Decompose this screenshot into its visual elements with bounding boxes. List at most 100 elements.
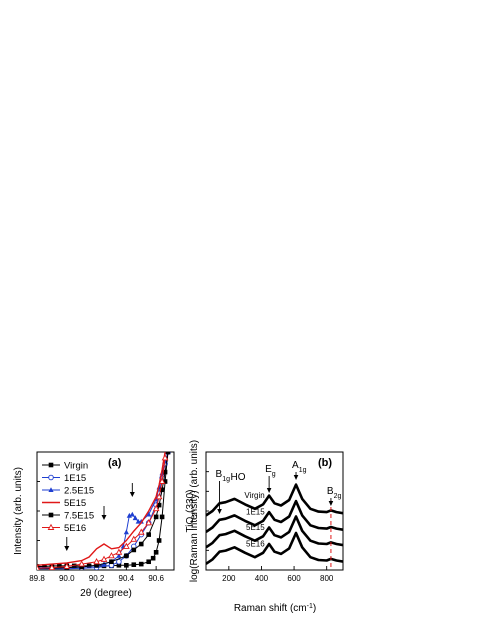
panel-a-point — [156, 502, 162, 508]
panel-a-point — [138, 561, 144, 567]
panel-a-point — [115, 548, 123, 555]
panel-b-series-5E15 — [206, 515, 343, 549]
panel-a-x-tick-label: 90.4 — [119, 574, 135, 583]
panel-a-series-line — [37, 452, 166, 566]
panel-b-peak-label: HO — [231, 472, 246, 483]
panel-a-arrow-head — [101, 515, 107, 520]
panel-a-label: (a) — [108, 457, 122, 469]
panel-a-point — [138, 518, 144, 524]
panel-a-series-line — [37, 452, 169, 569]
panel-a-point — [57, 563, 62, 569]
panel-b-series-group: Virgin 1E15 5E15 5E16 — [206, 483, 343, 565]
panel-b-series-label: 5E16 — [246, 539, 265, 548]
panel-b-peak-arrow-head — [293, 475, 299, 480]
panel-a-point — [153, 550, 159, 555]
panel-a-point — [161, 454, 169, 461]
panel-b-label: (b) — [318, 457, 332, 469]
panel-b-series-Virgin — [206, 483, 343, 517]
panel-a-legend-label: 2.5E15 — [64, 486, 94, 497]
panel-b-xlabel: Raman shift (cm-1) — [234, 603, 316, 615]
panel-b-peak-label-base: E — [265, 464, 272, 475]
panel-b-xlabel-sup: -1 — [307, 603, 313, 610]
panel-a-point — [159, 487, 165, 493]
panel-a-legend-marker — [48, 462, 54, 468]
panel-a-series-line — [37, 452, 169, 567]
panel-a-point — [137, 528, 145, 535]
panel-a-xlabel-prefix: 2 — [80, 588, 86, 599]
panel-b-ylabel: log(Raman intensity) (arb. units) — [189, 440, 200, 582]
panel-a-point — [131, 547, 137, 553]
panel-a-peak-label: TiO2(330) — [185, 489, 199, 532]
panel-b-spectrum-line — [206, 499, 343, 533]
panel-b-xlabel-prefix: Raman shift (cm — [234, 603, 307, 614]
panel-a-point — [48, 563, 56, 570]
panel-a-series-7.5E15 — [37, 452, 171, 570]
panel-a-peak-label-rest: (330) — [185, 489, 196, 512]
panel-b-peak-label-base: A — [292, 460, 299, 471]
panel-a-chart: 89.8 90.0 90.2 90.4 90.6 Virgin1E152.5E155E1… — [13, 451, 199, 599]
panel-a-point — [78, 560, 86, 567]
panel-b-peak-arrow-head — [217, 509, 222, 514]
panel-a-legend-label: 1E15 — [64, 473, 86, 484]
panel-a-point — [122, 542, 130, 549]
panel-a-point — [129, 511, 135, 517]
panel-a-x-tick-label: 90.6 — [148, 574, 164, 583]
panel-a-point — [146, 532, 151, 537]
panel-a-point — [109, 559, 114, 565]
panel-a-legend-label: Virgin — [64, 461, 88, 472]
panel-a-x-tick-label: 89.8 — [29, 574, 45, 583]
panel-b-peak-label: Eg — [265, 464, 276, 478]
panel-a-legend-marker — [48, 474, 54, 481]
panel-a-point — [79, 564, 84, 570]
panel-a-point — [146, 511, 152, 517]
panel-b-peak-label-sub: 2g — [334, 493, 342, 500]
panel-b-peak-arrow-head — [266, 488, 272, 493]
panel-b-peak-label-sub: 1g — [299, 467, 307, 474]
panel-a-point — [71, 563, 77, 569]
panel-b-peak-label-base: B — [327, 486, 334, 497]
panel-a-point — [116, 562, 122, 568]
panel-a-series-line — [37, 452, 169, 570]
panel-b-spectrum-line — [206, 483, 343, 517]
panel-b-spectrum-line — [206, 515, 343, 549]
panel-a-point — [152, 504, 160, 512]
panel-b-peak-label-sub: g — [272, 471, 276, 478]
panel-a-ylabel: Intensity (arb. units) — [13, 467, 24, 555]
panel-b-series-label: 5E15 — [246, 523, 265, 532]
panel-b-peak-label-base: B — [216, 469, 223, 480]
panel-a-point — [145, 519, 153, 526]
panel-a-point — [150, 555, 156, 561]
panel-a-arrow-head — [129, 492, 135, 497]
panel-a-point — [155, 493, 163, 500]
panel-a-peak-label-sub: 2 — [192, 513, 199, 517]
panel-a-point — [116, 553, 122, 558]
panel-a-xlabel: 2θ (degree) — [80, 588, 132, 599]
panel-a-point — [108, 552, 115, 559]
panel-b-xlabel-suffix: ) — [313, 603, 316, 614]
panel-a-point — [100, 555, 108, 562]
panel-b-peak-label: B1g — [216, 469, 231, 483]
panel-a-series-5E15 — [37, 452, 166, 566]
panel-a-series-line — [37, 452, 169, 569]
panel-a-point — [146, 559, 151, 565]
panel-a-legend-label: 7.5E15 — [64, 511, 94, 522]
panel-a-point — [158, 477, 166, 484]
panel-a-point — [138, 541, 144, 547]
panel-a-point — [124, 553, 129, 559]
panel-b-x-tick-label: 200 — [222, 574, 236, 583]
panel-a-point — [124, 562, 129, 568]
panel-a-point — [130, 535, 138, 542]
panel-b-series-label: 1E15 — [246, 508, 265, 517]
panel-a-xlabel-unit: (degree) — [91, 588, 132, 599]
panel-a-arrow-head — [64, 546, 70, 551]
panel-a-legend-marker — [47, 523, 55, 530]
panel-a-point — [42, 564, 47, 569]
panel-a-point — [93, 557, 100, 565]
panel-a-point — [165, 452, 171, 455]
panel-a-legend-label: 5E15 — [64, 498, 86, 509]
panel-b-spectrum-line — [206, 531, 343, 565]
